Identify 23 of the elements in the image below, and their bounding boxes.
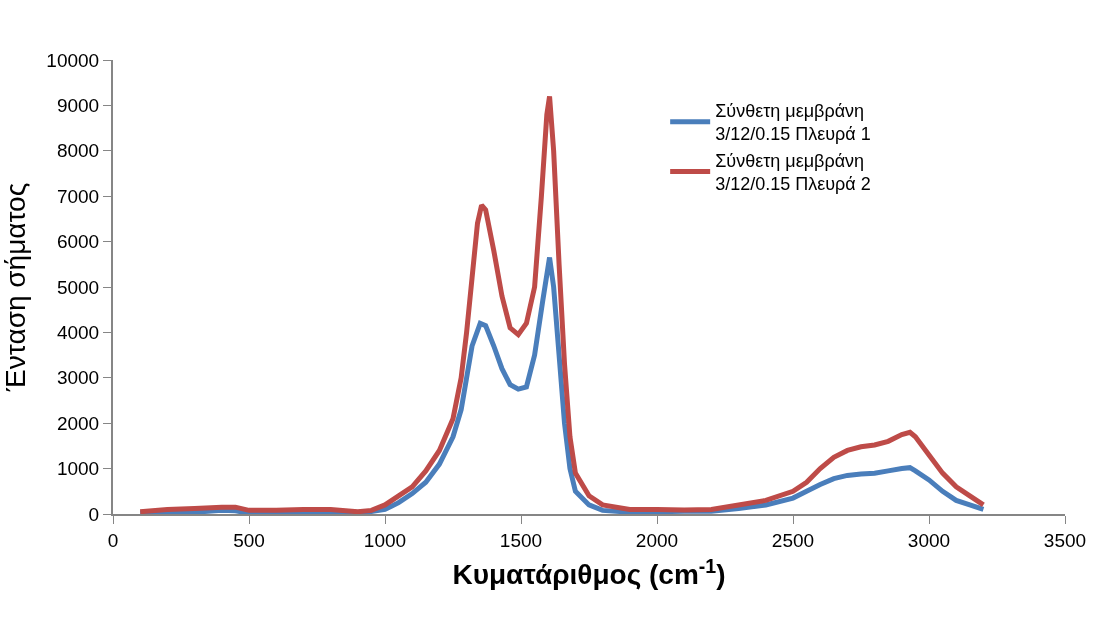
x-tick-label: 2000 <box>635 529 679 551</box>
legend-label: Σύνθετη μεμβράνη 3/12/0.15 Πλευρά 1 <box>715 101 871 145</box>
y-tick-label: 0 <box>88 503 100 525</box>
y-axis-title: Ένταση σήματος <box>0 182 31 393</box>
x-axis-title: Κυματάριθμος (cm$^{-1}$) <box>452 554 726 591</box>
y-tick-label: 4000 <box>56 322 100 344</box>
y-tick-label: 8000 <box>56 140 100 162</box>
x-tick-label: 1000 <box>363 529 407 551</box>
y-tick-label: 7000 <box>56 185 100 207</box>
x-tick-label: 1500 <box>499 529 543 551</box>
x-tick-label: 500 <box>233 529 265 551</box>
x-tick-label: 2500 <box>771 529 815 551</box>
y-tick-label: 9000 <box>56 95 100 117</box>
y-tick-label: 3000 <box>56 367 100 389</box>
y-tick-label: 5000 <box>56 276 100 298</box>
x-tick-label: 0 <box>107 529 119 551</box>
y-tick-label: 2000 <box>56 412 100 434</box>
x-tick-label: 3000 <box>907 529 951 551</box>
y-tick-label: 1000 <box>56 458 100 480</box>
y-tick-label: 10000 <box>46 49 100 71</box>
x-tick-label: 3500 <box>1043 529 1087 551</box>
legend-label: Σύνθετη μεμβράνη 3/12/0.15 Πλευρά 2 <box>715 150 871 195</box>
y-tick-label: 6000 <box>56 231 100 253</box>
